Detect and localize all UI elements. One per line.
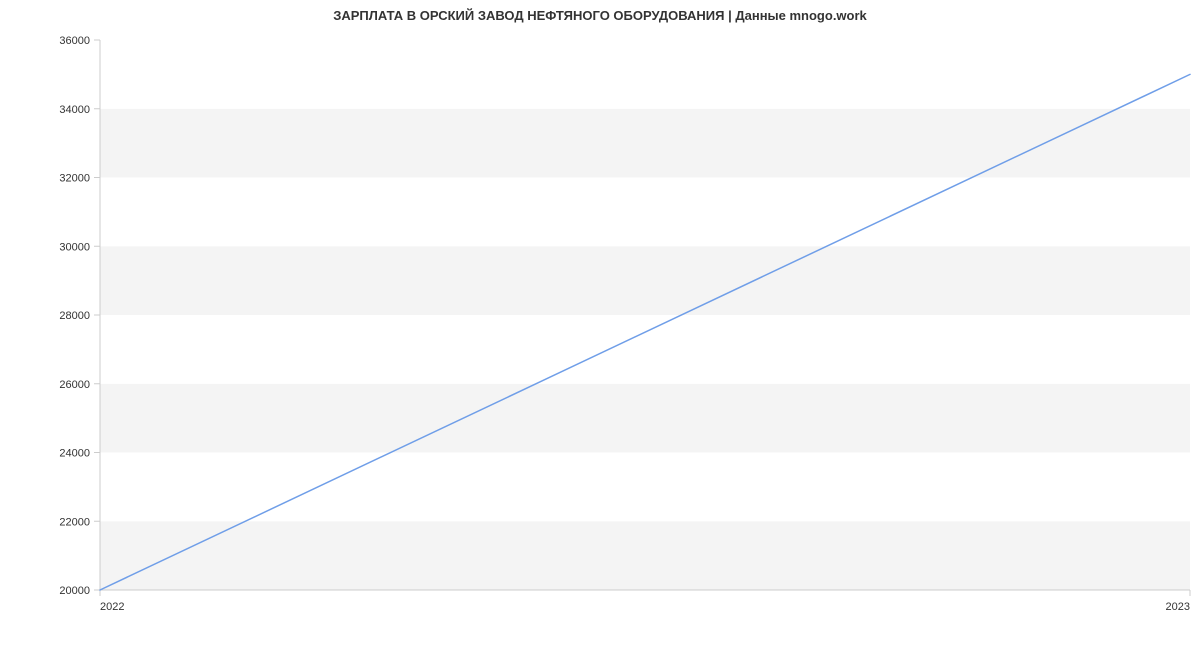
grid-band <box>100 384 1190 453</box>
grid-band <box>100 246 1190 315</box>
y-tick-label: 20000 <box>59 585 90 597</box>
y-tick-label: 24000 <box>59 448 90 460</box>
y-tick-label: 32000 <box>59 173 90 185</box>
chart-title: ЗАРПЛАТА В ОРСКИЙ ЗАВОД НЕФТЯНОГО ОБОРУД… <box>0 8 1200 23</box>
grid-band <box>100 453 1190 522</box>
y-tick-label: 34000 <box>59 104 90 116</box>
x-tick-label: 2022 <box>100 601 124 613</box>
y-tick-label: 22000 <box>59 516 90 528</box>
grid-band <box>100 178 1190 247</box>
y-tick-label: 30000 <box>59 241 90 253</box>
grid-band <box>100 40 1190 109</box>
x-tick-label: 2023 <box>1166 601 1190 613</box>
y-tick-label: 28000 <box>59 310 90 322</box>
chart-svg: 20000 22000 24000 26000 28000 30000 32000 34000… <box>0 0 1200 650</box>
y-tick-label: 36000 <box>59 35 90 47</box>
chart-container: ЗАРПЛАТА В ОРСКИЙ ЗАВОД НЕФТЯНОГО ОБОРУД… <box>0 0 1200 650</box>
grid-band <box>100 521 1190 590</box>
grid-band <box>100 315 1190 384</box>
y-tick-label: 26000 <box>59 379 90 391</box>
grid-band <box>100 109 1190 178</box>
